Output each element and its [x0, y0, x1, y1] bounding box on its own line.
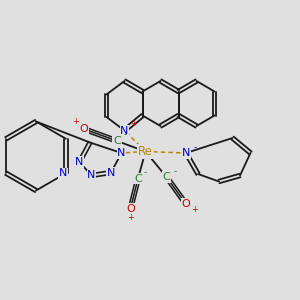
Text: +: + [130, 119, 137, 128]
Text: O: O [182, 199, 190, 209]
Text: N: N [87, 170, 96, 181]
Text: -: - [144, 169, 147, 178]
Text: -: - [128, 142, 131, 152]
Text: +: + [192, 206, 198, 214]
Text: -: - [173, 167, 176, 176]
Text: N: N [120, 125, 129, 136]
Text: -: - [124, 130, 127, 140]
Text: N: N [117, 148, 126, 158]
Text: C: C [163, 172, 170, 182]
Text: N: N [107, 167, 115, 178]
Text: O: O [126, 203, 135, 214]
Text: -: - [194, 143, 196, 152]
Text: N: N [59, 168, 67, 178]
Text: O: O [80, 124, 88, 134]
Text: C: C [113, 136, 121, 146]
Text: Re: Re [138, 145, 153, 158]
Text: +: + [127, 213, 134, 222]
Text: +: + [72, 117, 79, 126]
Text: N: N [182, 148, 190, 158]
Text: C: C [134, 173, 142, 184]
Text: N: N [75, 157, 84, 167]
